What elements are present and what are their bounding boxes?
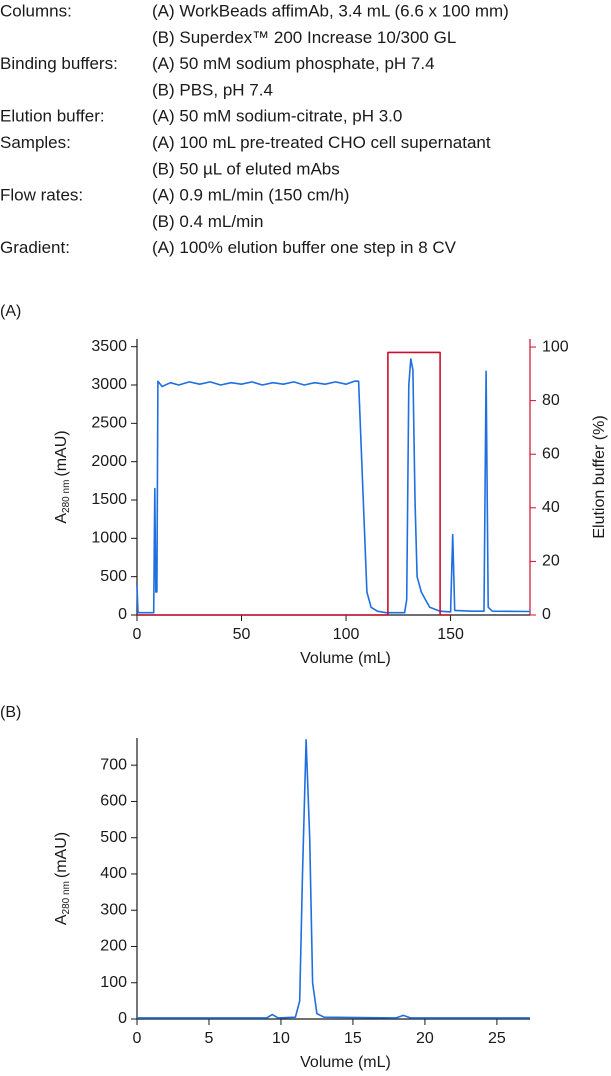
x-tick-label: 150 — [437, 626, 464, 643]
x-tick-label: 25 — [488, 1030, 506, 1047]
y-tick-label: 0 — [118, 1010, 127, 1027]
y-tick-label: 200 — [100, 938, 127, 955]
panel-label: (A) — [0, 303, 21, 320]
panel-label: (B) — [0, 704, 21, 721]
y-tick-label: 400 — [100, 865, 127, 882]
condition-text: (B) PBS, pH 7.4 — [152, 80, 273, 99]
condition-text: (B) 50 µL of eluted mAbs — [152, 159, 340, 178]
condition-label: Binding buffers: — [0, 54, 118, 73]
y-tick-label: 3000 — [91, 376, 127, 393]
condition-label: Columns: — [0, 1, 72, 20]
x-tick-label: 5 — [205, 1030, 214, 1047]
y-tick-label: 3500 — [91, 338, 127, 355]
y-label-unit: (mAU) — [53, 832, 70, 878]
x-axis-label: Volume (mL) — [300, 650, 391, 667]
condition-label: Gradient: — [0, 238, 70, 257]
data-line — [137, 739, 530, 1019]
y-label-sub: 280 nm — [61, 480, 72, 513]
x-tick-label: 20 — [416, 1030, 434, 1047]
y-tick-label: 500 — [100, 568, 127, 585]
y-label-main: A — [53, 914, 70, 925]
x-axis-label: Volume (mL) — [300, 1054, 391, 1071]
x-tick-label: 0 — [133, 1030, 142, 1047]
y-tick-label: 100 — [100, 974, 127, 991]
condition-label: Flow rates: — [0, 186, 83, 205]
y2-tick-label: 40 — [542, 499, 560, 516]
condition-label: Elution buffer: — [0, 107, 105, 126]
condition-text: (A) 100% elution buffer one step in 8 CV — [152, 238, 457, 257]
y-tick-label: 500 — [100, 829, 127, 846]
condition-text: (A) 100 mL pre-treated CHO cell supernat… — [152, 133, 491, 152]
condition-text: (B) Superdex™ 200 Increase 10/300 GL — [152, 28, 456, 47]
x-tick-label: 0 — [133, 626, 142, 643]
x-tick-label: 10 — [272, 1030, 290, 1047]
y-tick-label: 1000 — [91, 530, 127, 547]
x-tick-label: 50 — [233, 626, 251, 643]
y2-tick-label: 0 — [542, 606, 551, 623]
y-axis-label: A280 nm (mAU) — [53, 832, 71, 925]
y2-tick-label: 60 — [542, 445, 560, 462]
y-tick-label: 300 — [100, 901, 127, 918]
y-tick-label: 600 — [100, 793, 127, 810]
y-axis-label: A280 nm (mAU) — [53, 430, 71, 523]
condition-text: (A) WorkBeads affimAb, 3.4 mL (6.6 x 100… — [152, 1, 509, 20]
y-label-unit: (mAU) — [53, 430, 70, 476]
x-tick-label: 100 — [333, 626, 360, 643]
condition-text: (A) 50 mM sodium-citrate, pH 3.0 — [152, 107, 402, 126]
data-line — [136, 358, 531, 614]
y2-tick-label: 80 — [542, 392, 560, 409]
y-label-sub: 280 nm — [61, 881, 72, 914]
x-tick-label: 15 — [344, 1030, 362, 1047]
condition-text: (A) 50 mM sodium phosphate, pH 7.4 — [152, 54, 435, 73]
y2-tick-label: 100 — [542, 338, 569, 355]
y-label-main: A — [53, 513, 70, 524]
data-line — [137, 351, 451, 616]
y-tick-label: 2000 — [91, 453, 127, 470]
y2-axis-label: Elution buffer (%) — [591, 415, 608, 538]
y-tick-label: 700 — [100, 756, 127, 773]
y-tick-label: 1500 — [91, 491, 127, 508]
y-tick-label: 0 — [118, 606, 127, 623]
y-tick-label: 2500 — [91, 415, 127, 432]
y2-tick-label: 20 — [542, 553, 560, 570]
condition-text: (B) 0.4 mL/min — [152, 212, 263, 231]
condition-text: (A) 0.9 mL/min (150 cm/h) — [152, 186, 349, 205]
condition-label: Samples: — [0, 133, 71, 152]
